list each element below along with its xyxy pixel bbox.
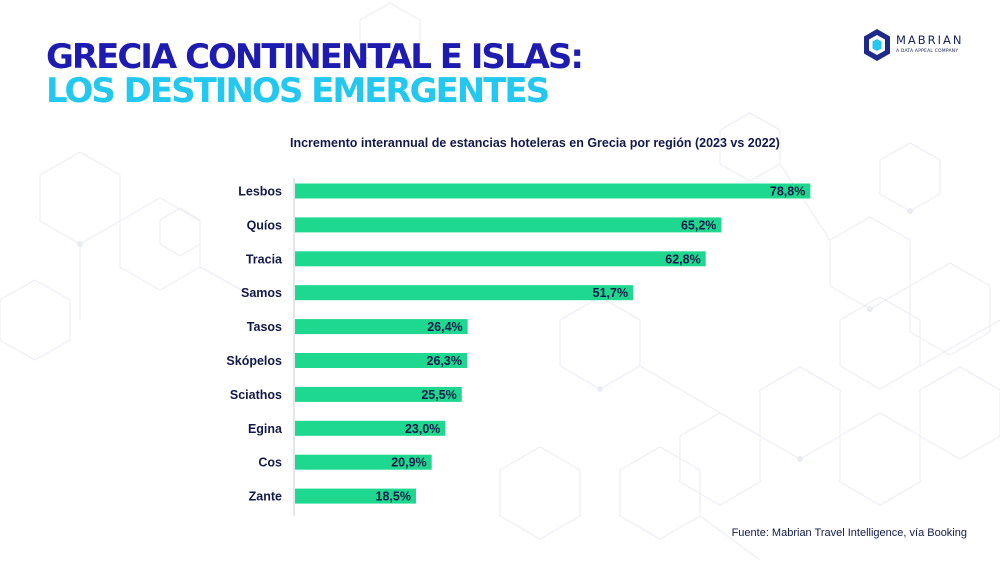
value-label-6: 25,5% xyxy=(421,388,456,402)
value-label-1: 65,2% xyxy=(681,218,716,232)
category-label-7: Egina xyxy=(248,422,283,436)
value-label-0: 78,8% xyxy=(770,185,805,199)
value-label-3: 51,7% xyxy=(593,286,628,300)
page-title-line-1: GRECIA CONTINENTAL E ISLAS: xyxy=(46,37,584,77)
mabrian-logo: MABRIAN A DATA APPEAL COMPANY xyxy=(862,28,972,64)
chart-title: Incremento interannual de estancias hote… xyxy=(290,136,780,150)
category-label-5: Skópelos xyxy=(226,354,282,368)
category-label-4: Tasos xyxy=(247,320,282,334)
category-label-1: Quíos xyxy=(247,218,282,232)
source-note: Fuente: Mabrian Travel Intelligence, vía… xyxy=(731,527,967,539)
category-label-2: Tracia xyxy=(246,252,283,266)
logo-name: MABRIAN xyxy=(896,33,964,47)
logo-tagline: A DATA APPEAL COMPANY xyxy=(896,49,959,54)
bar-5 xyxy=(295,353,468,368)
value-label-5: 26,3% xyxy=(427,354,462,368)
category-label-3: Samos xyxy=(241,286,282,300)
bar-9 xyxy=(295,488,416,504)
bar-8 xyxy=(295,454,432,470)
value-label-7: 23,0% xyxy=(405,422,440,436)
bar-0 xyxy=(295,183,811,199)
bar-7 xyxy=(295,420,446,436)
value-label-8: 20,9% xyxy=(391,456,426,470)
value-label-4: 26,4% xyxy=(427,320,462,334)
category-label-9: Zante xyxy=(249,490,282,504)
page-title-line-2: LOS DESTINOS EMERGENTES xyxy=(46,71,550,111)
bar-6 xyxy=(295,386,462,402)
bar-2 xyxy=(295,251,706,267)
category-label-8: Cos xyxy=(258,456,282,470)
category-label-6: Sciathos xyxy=(230,388,282,402)
value-label-2: 62,8% xyxy=(665,252,700,266)
bar-1 xyxy=(295,217,722,233)
bar-4 xyxy=(295,319,468,335)
hexagon-logo-icon xyxy=(864,29,890,61)
bar-3 xyxy=(295,285,634,301)
category-label-0: Lesbos xyxy=(238,185,282,199)
value-label-9: 18,5% xyxy=(376,490,411,504)
